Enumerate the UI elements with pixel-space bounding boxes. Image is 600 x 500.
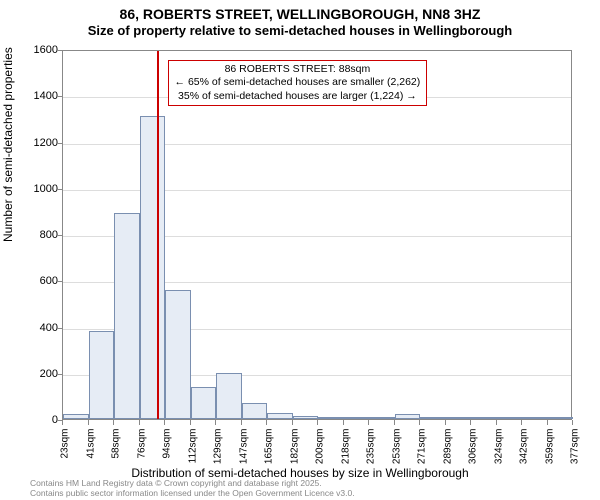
y-tick-mark: [57, 143, 62, 144]
histogram-bar: [216, 373, 242, 419]
histogram-bar: [471, 417, 497, 419]
x-tick-mark: [343, 420, 344, 425]
histogram-bar: [318, 417, 344, 419]
x-tick-label: 76sqm: [136, 429, 147, 479]
y-tick-mark: [57, 235, 62, 236]
x-tick-mark: [445, 420, 446, 425]
x-tick-mark: [496, 420, 497, 425]
x-tick-label: 94sqm: [162, 429, 173, 479]
x-tick-label: 165sqm: [264, 429, 275, 479]
y-tick-mark: [57, 189, 62, 190]
x-tick-label: 324sqm: [493, 429, 504, 479]
x-tick-mark: [368, 420, 369, 425]
annotation-line-1: 86 ROBERTS STREET: 88sqm: [175, 63, 421, 76]
x-tick-mark: [164, 420, 165, 425]
histogram-bar: [420, 417, 446, 419]
page-title: 86, ROBERTS STREET, WELLINGBOROUGH, NN8 …: [0, 0, 600, 23]
y-tick-mark: [57, 281, 62, 282]
histogram-bar: [293, 416, 319, 419]
x-tick-mark: [190, 420, 191, 425]
x-tick-mark: [139, 420, 140, 425]
histogram-bar: [140, 116, 166, 419]
x-tick-mark: [317, 420, 318, 425]
x-tick-label: 289sqm: [442, 429, 453, 479]
x-tick-label: 218sqm: [340, 429, 351, 479]
y-tick-mark: [57, 328, 62, 329]
x-tick-mark: [394, 420, 395, 425]
y-tick-mark: [57, 374, 62, 375]
histogram-bar: [165, 290, 191, 420]
y-tick-label: 1200: [8, 137, 58, 149]
y-tick-mark: [57, 96, 62, 97]
y-tick-label: 800: [8, 229, 58, 241]
x-tick-mark: [521, 420, 522, 425]
y-tick-label: 1600: [8, 44, 58, 56]
x-tick-label: 182sqm: [289, 429, 300, 479]
y-tick-label: 1000: [8, 183, 58, 195]
x-tick-label: 58sqm: [111, 429, 122, 479]
x-tick-mark: [292, 420, 293, 425]
x-tick-mark: [113, 420, 114, 425]
x-tick-label: 377sqm: [570, 429, 581, 479]
x-tick-label: 359sqm: [544, 429, 555, 479]
histogram-bar: [446, 417, 472, 419]
x-tick-label: 41sqm: [85, 429, 96, 479]
x-tick-label: 23sqm: [60, 429, 71, 479]
x-tick-mark: [266, 420, 267, 425]
x-tick-label: 342sqm: [519, 429, 530, 479]
x-tick-label: 129sqm: [213, 429, 224, 479]
x-tick-label: 271sqm: [417, 429, 428, 479]
annotation-line-3: 35% of semi-detached houses are larger (…: [175, 90, 421, 103]
attribution-footer: Contains HM Land Registry data © Crown c…: [30, 479, 355, 498]
plot-area: 86 ROBERTS STREET: 88sqm← 65% of semi-de…: [62, 50, 572, 420]
x-tick-label: 306sqm: [468, 429, 479, 479]
x-tick-mark: [470, 420, 471, 425]
histogram-bar: [548, 417, 574, 419]
histogram-bar: [63, 414, 89, 419]
x-tick-mark: [419, 420, 420, 425]
y-tick-label: 400: [8, 322, 58, 334]
histogram-bar: [344, 417, 370, 419]
y-tick-mark: [57, 50, 62, 51]
x-tick-mark: [547, 420, 548, 425]
histogram-bar: [267, 413, 293, 419]
histogram-bar: [369, 417, 395, 419]
footer-line-2: Contains public sector information licen…: [30, 489, 355, 498]
x-tick-label: 112sqm: [187, 429, 198, 479]
histogram-bar: [89, 331, 115, 419]
y-tick-label: 1400: [8, 90, 58, 102]
x-tick-label: 200sqm: [315, 429, 326, 479]
histogram-bar: [395, 414, 421, 419]
x-tick-mark: [62, 420, 63, 425]
x-tick-mark: [88, 420, 89, 425]
x-tick-label: 253sqm: [391, 429, 402, 479]
page-subtitle: Size of property relative to semi-detach…: [0, 23, 600, 39]
histogram-bar: [522, 417, 548, 419]
x-tick-label: 147sqm: [238, 429, 249, 479]
y-tick-label: 200: [8, 368, 58, 380]
histogram-bar: [114, 213, 140, 419]
x-tick-mark: [215, 420, 216, 425]
marker-vline: [157, 51, 159, 419]
histogram-bar: [191, 387, 217, 419]
x-tick-mark: [241, 420, 242, 425]
y-tick-label: 0: [8, 414, 58, 426]
histogram-bar: [497, 417, 523, 419]
x-tick-label: 235sqm: [366, 429, 377, 479]
y-tick-label: 600: [8, 275, 58, 287]
x-tick-mark: [572, 420, 573, 425]
histogram-bar: [242, 403, 268, 419]
annotation-box: 86 ROBERTS STREET: 88sqm← 65% of semi-de…: [168, 60, 428, 105]
chart-container: { "title": "86, ROBERTS STREET, WELLINGB…: [0, 0, 600, 500]
annotation-line-2: ← 65% of semi-detached houses are smalle…: [175, 76, 421, 89]
